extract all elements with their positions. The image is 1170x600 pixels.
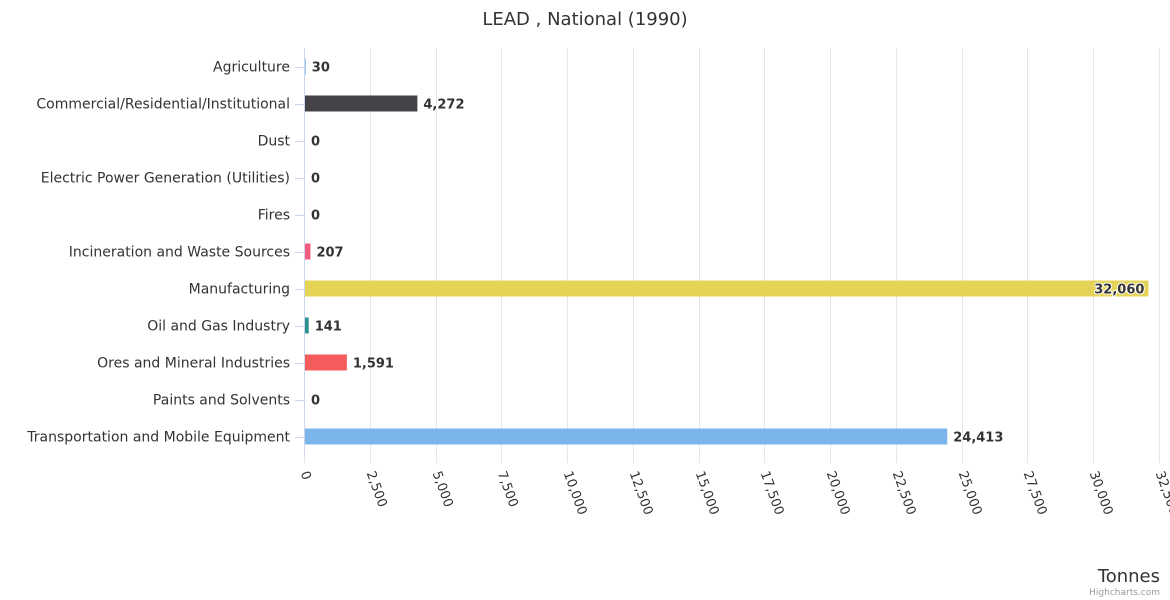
bar[interactable] [305,280,1149,297]
category-label: Oil and Gas Industry [147,319,290,335]
x-tick-label: 27,500 [1020,469,1050,517]
data-label: 32,060 [1094,283,1144,298]
category-label: Incineration and Waste Sources [69,245,290,261]
category-label: Fires [258,208,290,224]
x-tick-label: 7,500 [494,469,521,509]
data-label: 4,272 [423,98,464,113]
x-tick-label: 25,000 [955,469,985,517]
data-label: 0 [311,135,320,150]
category-label: Ores and Mineral Industries [97,356,290,372]
x-tick-label: 17,500 [757,469,787,517]
bar[interactable] [305,428,948,445]
x-tick-label: 32,500 [1152,469,1170,517]
x-tick-label: 10,000 [560,469,590,517]
category-label: Commercial/Residential/Institutional [36,97,290,113]
x-tick-label: 5,000 [429,469,456,509]
data-label: 1,591 [353,357,394,372]
grid-lines [370,48,1160,455]
data-label: 0 [311,172,320,187]
category-label: Dust [258,134,291,150]
bar[interactable] [305,317,309,334]
x-tick-label: 22,500 [889,469,919,517]
category-label: Manufacturing [189,282,290,298]
data-label: 207 [316,246,343,261]
credits-link[interactable]: Highcharts.com [1089,588,1160,598]
x-tick-label: 2,500 [363,469,390,509]
x-tick-label: 30,000 [1086,469,1116,517]
category-label: Transportation and Mobile Equipment [26,430,290,446]
bars [305,58,1149,445]
data-label: 141 [315,320,342,335]
data-label: 0 [311,394,320,409]
x-tick-label: 20,000 [823,469,853,517]
bar[interactable] [305,58,306,75]
chart-title: LEAD , National (1990) [482,9,687,30]
x-tick-label: 12,500 [626,469,656,517]
bar[interactable] [305,354,347,371]
bar[interactable] [305,243,311,260]
bar[interactable] [305,95,418,112]
x-tick-label: 0 [297,469,314,482]
value-axis-title: Tonnes [1097,566,1160,587]
x-tick-label: 15,000 [692,469,722,517]
category-label: Agriculture [213,60,290,76]
category-label: Paints and Solvents [153,393,290,409]
data-label: 30 [312,61,330,76]
data-label: 24,413 [953,431,1003,446]
data-label: 0 [311,209,320,224]
category-label: Electric Power Generation (Utilities) [41,171,290,187]
data-labels: 30 4,272 0 0 0 207 32,060 141 1,591 0 24,413 [310,60,1145,447]
